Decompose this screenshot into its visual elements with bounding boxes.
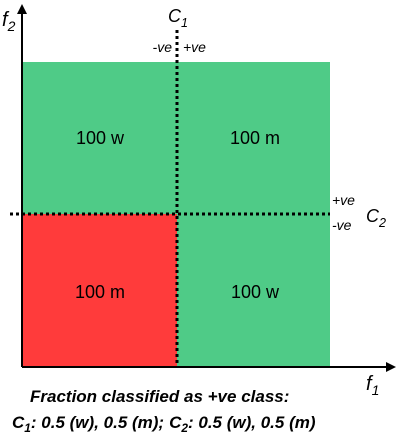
label: f bbox=[2, 9, 10, 31]
subscript: 1 bbox=[181, 16, 188, 30]
subscript: 1 bbox=[24, 421, 31, 435]
quadrant-label: 100 w bbox=[231, 282, 280, 302]
caption-text: : 0.5 (w), 0.5 (m); bbox=[31, 413, 164, 432]
caption-line: Fraction classified as +ve class: bbox=[30, 387, 289, 406]
quadrant-label: 100 m bbox=[230, 128, 280, 148]
classifier-2-label: C2 bbox=[366, 206, 386, 230]
label: C bbox=[168, 6, 182, 26]
negative-side: -ve bbox=[153, 39, 173, 55]
positive-side: +ve bbox=[183, 39, 206, 55]
label: f bbox=[366, 373, 374, 395]
positive-side: +ve bbox=[332, 192, 355, 208]
label: C bbox=[12, 413, 25, 432]
subscript: 2 bbox=[7, 18, 16, 34]
quadrant-label: 100 w bbox=[76, 128, 125, 148]
label: C bbox=[169, 413, 182, 432]
classifier-1-label: C1 bbox=[168, 6, 188, 30]
quadrant-label: 100 m bbox=[75, 282, 125, 302]
x-axis-label: f1 bbox=[366, 373, 379, 398]
negative-side: -ve bbox=[332, 217, 352, 233]
y-axis-label: f2 bbox=[2, 9, 16, 34]
red-quadrant bbox=[22, 214, 177, 367]
subscript: 1 bbox=[372, 382, 380, 398]
caption-line: C1: 0.5 (w), 0.5 (m); C2: 0.5 (w), 0.5 (m… bbox=[12, 413, 316, 435]
subscript: 2 bbox=[378, 216, 386, 230]
subscript: 2 bbox=[180, 421, 188, 435]
label: C bbox=[366, 206, 380, 226]
caption-text: : 0.5 (w), 0.5 (m) bbox=[188, 413, 316, 432]
